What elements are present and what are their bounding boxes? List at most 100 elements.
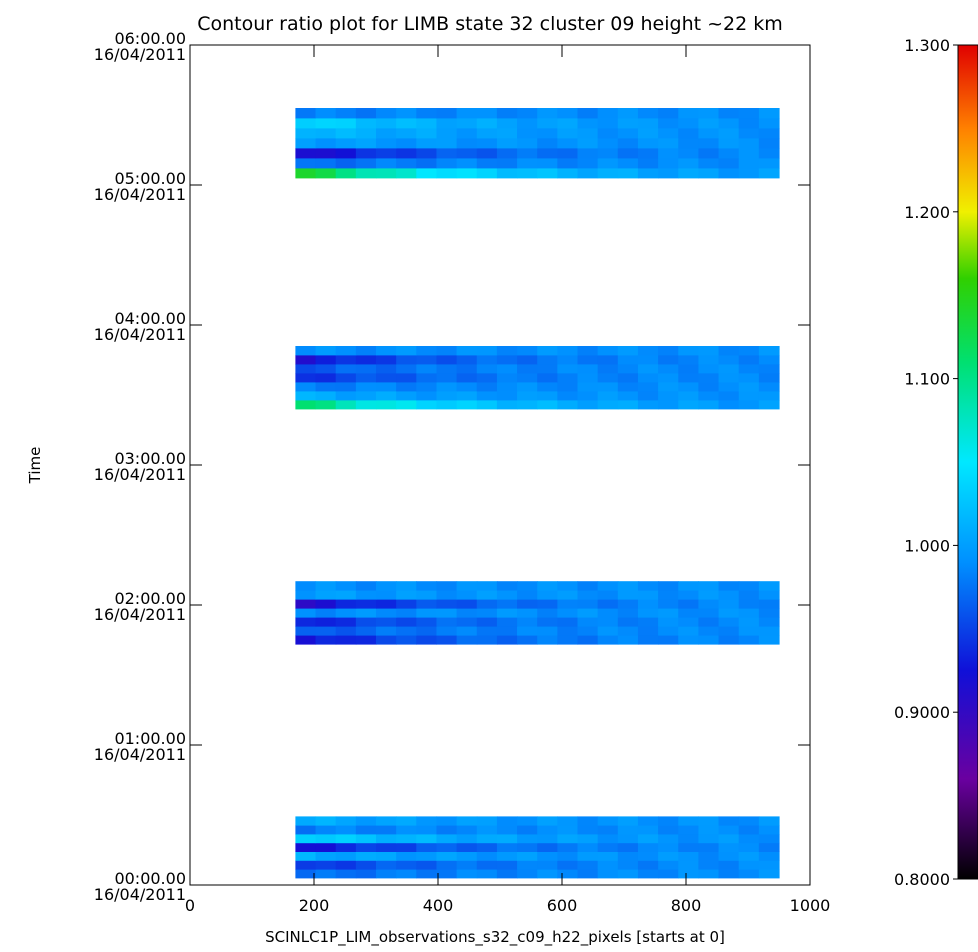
- y-tick-time: 02:00.00: [114, 589, 186, 608]
- heatmap-cell: [376, 860, 397, 870]
- heatmap-cell: [597, 373, 619, 383]
- heatmap-cell: [355, 626, 377, 636]
- heatmap-cell: [597, 118, 619, 129]
- heatmap-cell: [315, 851, 337, 861]
- heatmap-cell: [315, 834, 337, 844]
- heatmap-cell: [355, 617, 377, 627]
- heatmap-cell: [557, 391, 579, 401]
- heatmap-cell: [456, 364, 478, 374]
- heatmap-cell: [456, 581, 478, 591]
- heatmap-cell: [295, 590, 317, 600]
- heatmap-cell: [698, 108, 720, 119]
- heatmap-cell: [416, 860, 438, 870]
- heatmap-cell: [295, 842, 317, 852]
- heatmap-cell: [758, 148, 780, 159]
- heatmap-cell: [698, 635, 720, 645]
- heatmap-cell: [315, 635, 337, 645]
- heatmap-cell: [355, 364, 377, 374]
- heatmap-cell: [678, 346, 699, 356]
- heatmap-cell: [637, 599, 659, 609]
- heatmap-cell: [617, 869, 639, 879]
- heatmap-cell: [496, 842, 518, 852]
- heatmap-cell: [517, 391, 538, 401]
- heatmap-cell: [597, 626, 619, 636]
- heatmap-cell: [416, 382, 438, 392]
- y-tick-date: 16/04/2011: [94, 45, 186, 64]
- heatmap-cell: [496, 851, 518, 861]
- x-axis: 0 200 400 600 800 1000: [185, 45, 830, 915]
- heatmap-cell: [476, 851, 498, 861]
- heatmap-cell: [738, 617, 760, 627]
- heatmap-cell: [315, 869, 337, 879]
- heatmap-cell: [658, 816, 679, 826]
- heatmap-cell: [456, 860, 478, 870]
- heatmap-cell: [557, 581, 579, 591]
- heatmap-cell: [396, 158, 417, 169]
- heatmap-cell: [416, 373, 438, 383]
- heatmap-cell: [577, 391, 599, 401]
- heatmap-cell: [376, 128, 397, 139]
- heatmap-cell: [355, 346, 377, 356]
- heatmap-cell: [537, 626, 558, 636]
- heatmap-cell: [496, 364, 518, 374]
- heatmap-cell: [597, 581, 619, 591]
- heatmap-cell: [476, 108, 498, 119]
- y-tick-time: 01:00.00: [114, 729, 186, 748]
- heatmap-cell: [678, 842, 699, 852]
- heatmap-cell: [537, 869, 558, 879]
- heatmap-cell: [658, 138, 679, 149]
- heatmap-cell: [738, 860, 760, 870]
- heatmap-cell: [718, 816, 740, 826]
- heatmap-cell: [617, 834, 639, 844]
- heatmap-cell: [335, 626, 357, 636]
- heatmap-cell: [355, 400, 377, 410]
- heatmap-cell: [315, 364, 337, 374]
- heatmap-cell: [597, 608, 619, 618]
- heatmap-cell: [537, 168, 558, 179]
- heatmap-cell: [355, 108, 377, 119]
- colorbar-ticks: 0.8000 0.9000 1.000 1.100 1.200 1.300: [894, 36, 958, 889]
- heatmap-cell: [637, 391, 659, 401]
- heatmap-cell: [577, 608, 599, 618]
- heatmap-cell: [335, 608, 357, 618]
- heatmap-cell: [698, 608, 720, 618]
- heatmap-cell: [758, 825, 780, 835]
- heatmap-cell: [396, 400, 417, 410]
- y-tick-date: 16/04/2011: [94, 885, 186, 904]
- heatmap-cell: [355, 128, 377, 139]
- heatmap-cell: [557, 608, 579, 618]
- heatmap-cell: [376, 168, 397, 179]
- heatmap-cell: [496, 391, 518, 401]
- heatmap-cell: [698, 158, 720, 169]
- heatmap-cell: [376, 842, 397, 852]
- heatmap-cell: [376, 635, 397, 645]
- heatmap-cell: [718, 608, 740, 618]
- heatmap-cell: [738, 842, 760, 852]
- heatmap-cell: [678, 148, 699, 159]
- heatmap-cell: [738, 373, 760, 383]
- heatmap-cell: [315, 138, 337, 149]
- heatmap-cell: [698, 168, 720, 179]
- heatmap-cell: [537, 816, 558, 826]
- heatmap-cell: [517, 842, 538, 852]
- heatmap-cell: [416, 400, 438, 410]
- heatmap-band: [295, 108, 780, 179]
- heatmap-cell: [517, 355, 538, 365]
- heatmap-cell: [617, 168, 639, 179]
- heatmap-cell: [456, 128, 478, 139]
- heatmap-cell: [315, 825, 337, 835]
- heatmap-cell: [436, 626, 458, 636]
- heatmap-cell: [637, 400, 659, 410]
- heatmap-cell: [476, 158, 498, 169]
- heatmap-cell: [416, 842, 438, 852]
- heatmap-cell: [738, 391, 760, 401]
- heatmap-cell: [537, 834, 558, 844]
- heatmap-cell: [456, 590, 478, 600]
- heatmap-cell: [315, 626, 337, 636]
- heatmap-cell: [577, 860, 599, 870]
- heatmap-cell: [577, 346, 599, 356]
- heatmap-cell: [496, 168, 518, 179]
- heatmap-cell: [597, 346, 619, 356]
- heatmap-cell: [295, 617, 317, 627]
- heatmap-cell: [617, 128, 639, 139]
